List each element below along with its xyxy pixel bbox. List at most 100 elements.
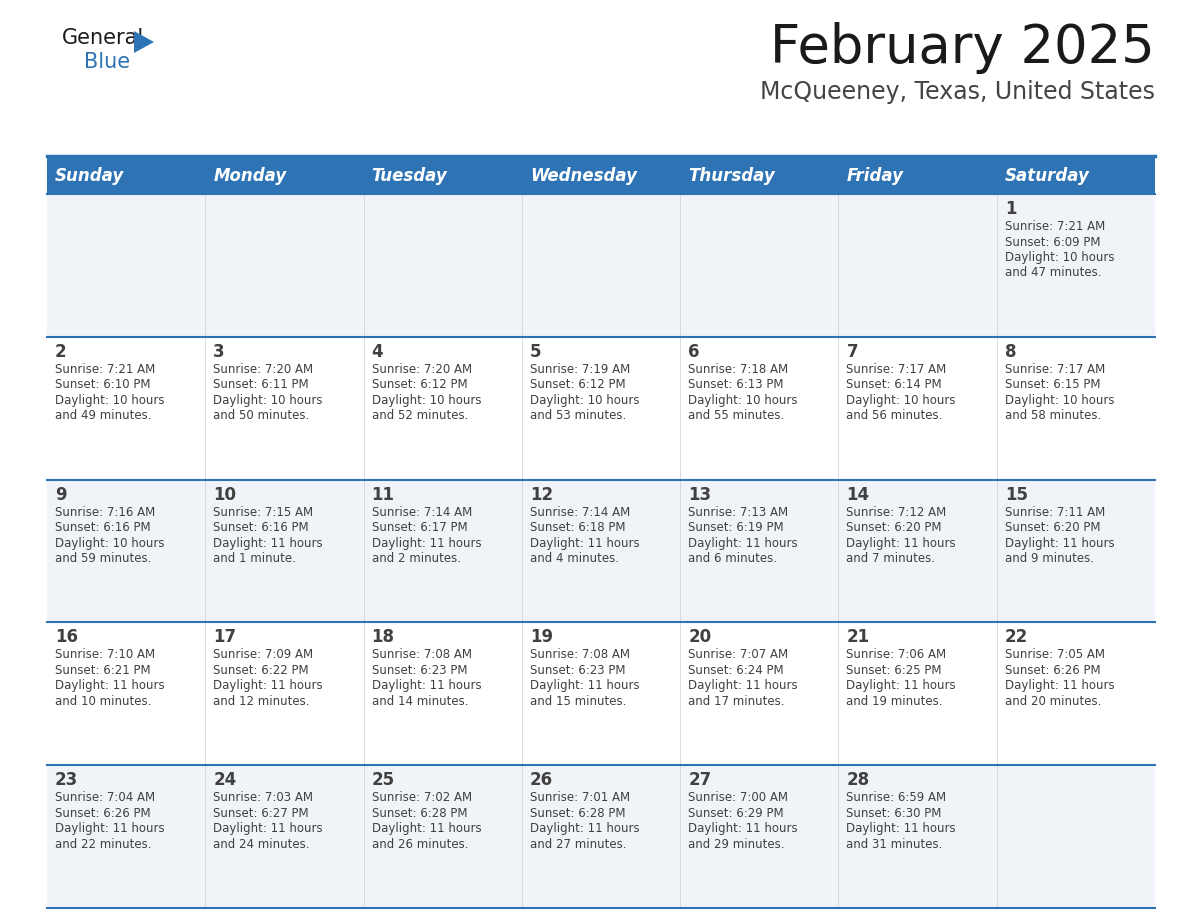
- Text: Wednesday: Wednesday: [530, 167, 637, 185]
- Text: Daylight: 10 hours: Daylight: 10 hours: [530, 394, 639, 407]
- Text: Daylight: 11 hours: Daylight: 11 hours: [688, 537, 798, 550]
- Text: Sunrise: 7:03 AM: Sunrise: 7:03 AM: [214, 791, 314, 804]
- Text: 25: 25: [372, 771, 394, 789]
- Text: Daylight: 10 hours: Daylight: 10 hours: [55, 537, 164, 550]
- Text: February 2025: February 2025: [770, 22, 1155, 74]
- Text: Sunrise: 7:04 AM: Sunrise: 7:04 AM: [55, 791, 156, 804]
- Text: Sunset: 6:21 PM: Sunset: 6:21 PM: [55, 664, 151, 677]
- Text: Sunday: Sunday: [55, 167, 125, 185]
- Text: Daylight: 10 hours: Daylight: 10 hours: [1005, 394, 1114, 407]
- Text: Sunset: 6:25 PM: Sunset: 6:25 PM: [846, 664, 942, 677]
- Text: Daylight: 11 hours: Daylight: 11 hours: [530, 537, 639, 550]
- Bar: [48, 337, 1155, 479]
- Text: 11: 11: [372, 486, 394, 504]
- Text: Sunset: 6:17 PM: Sunset: 6:17 PM: [372, 521, 467, 534]
- Text: Sunset: 6:19 PM: Sunset: 6:19 PM: [688, 521, 784, 534]
- Text: Sunset: 6:20 PM: Sunset: 6:20 PM: [1005, 521, 1100, 534]
- Text: and 59 minutes.: and 59 minutes.: [55, 552, 151, 565]
- Text: and 6 minutes.: and 6 minutes.: [688, 552, 777, 565]
- Text: Daylight: 11 hours: Daylight: 11 hours: [530, 823, 639, 835]
- Text: 23: 23: [55, 771, 78, 789]
- Text: and 14 minutes.: and 14 minutes.: [372, 695, 468, 708]
- Text: 26: 26: [530, 771, 552, 789]
- Text: 18: 18: [372, 629, 394, 646]
- Text: and 10 minutes.: and 10 minutes.: [55, 695, 151, 708]
- Text: and 50 minutes.: and 50 minutes.: [214, 409, 310, 422]
- Text: 22: 22: [1005, 629, 1028, 646]
- Text: Sunset: 6:18 PM: Sunset: 6:18 PM: [530, 521, 625, 534]
- Text: Sunset: 6:15 PM: Sunset: 6:15 PM: [1005, 378, 1100, 391]
- Text: Daylight: 11 hours: Daylight: 11 hours: [55, 823, 165, 835]
- Text: Sunset: 6:12 PM: Sunset: 6:12 PM: [530, 378, 626, 391]
- Text: 2: 2: [55, 342, 67, 361]
- Text: 3: 3: [214, 342, 225, 361]
- Text: and 58 minutes.: and 58 minutes.: [1005, 409, 1101, 422]
- Text: Daylight: 10 hours: Daylight: 10 hours: [688, 394, 797, 407]
- Text: and 49 minutes.: and 49 minutes.: [55, 409, 152, 422]
- Text: Sunset: 6:14 PM: Sunset: 6:14 PM: [846, 378, 942, 391]
- Text: and 55 minutes.: and 55 minutes.: [688, 409, 784, 422]
- Text: Saturday: Saturday: [1005, 167, 1089, 185]
- Text: and 7 minutes.: and 7 minutes.: [846, 552, 935, 565]
- Text: Sunset: 6:13 PM: Sunset: 6:13 PM: [688, 378, 784, 391]
- Text: 5: 5: [530, 342, 542, 361]
- Text: Daylight: 10 hours: Daylight: 10 hours: [1005, 251, 1114, 264]
- Text: Sunrise: 7:11 AM: Sunrise: 7:11 AM: [1005, 506, 1105, 519]
- Text: 19: 19: [530, 629, 552, 646]
- Text: Daylight: 11 hours: Daylight: 11 hours: [214, 679, 323, 692]
- Text: Sunset: 6:16 PM: Sunset: 6:16 PM: [55, 521, 151, 534]
- Text: Daylight: 11 hours: Daylight: 11 hours: [214, 537, 323, 550]
- Text: Daylight: 10 hours: Daylight: 10 hours: [846, 394, 956, 407]
- Text: 6: 6: [688, 342, 700, 361]
- Text: Daylight: 11 hours: Daylight: 11 hours: [214, 823, 323, 835]
- Text: and 22 minutes.: and 22 minutes.: [55, 838, 152, 851]
- Text: Sunrise: 7:18 AM: Sunrise: 7:18 AM: [688, 363, 789, 375]
- Text: Daylight: 11 hours: Daylight: 11 hours: [1005, 679, 1114, 692]
- Text: Daylight: 11 hours: Daylight: 11 hours: [530, 679, 639, 692]
- Text: and 31 minutes.: and 31 minutes.: [846, 838, 943, 851]
- Text: 8: 8: [1005, 342, 1016, 361]
- Text: and 1 minute.: and 1 minute.: [214, 552, 296, 565]
- Text: and 4 minutes.: and 4 minutes.: [530, 552, 619, 565]
- Text: and 20 minutes.: and 20 minutes.: [1005, 695, 1101, 708]
- Text: Sunset: 6:26 PM: Sunset: 6:26 PM: [1005, 664, 1100, 677]
- Text: Sunset: 6:28 PM: Sunset: 6:28 PM: [372, 807, 467, 820]
- Text: General: General: [62, 28, 144, 48]
- Text: Monday: Monday: [214, 167, 286, 185]
- Text: Blue: Blue: [84, 52, 131, 72]
- Text: 13: 13: [688, 486, 712, 504]
- Text: McQueeney, Texas, United States: McQueeney, Texas, United States: [760, 80, 1155, 104]
- Text: 28: 28: [846, 771, 870, 789]
- Text: Sunset: 6:11 PM: Sunset: 6:11 PM: [214, 378, 309, 391]
- Text: Sunrise: 7:21 AM: Sunrise: 7:21 AM: [55, 363, 156, 375]
- Polygon shape: [134, 31, 154, 53]
- Bar: [48, 158, 1155, 194]
- Text: Sunrise: 7:12 AM: Sunrise: 7:12 AM: [846, 506, 947, 519]
- Text: 7: 7: [846, 342, 858, 361]
- Text: Daylight: 11 hours: Daylight: 11 hours: [372, 537, 481, 550]
- Text: 21: 21: [846, 629, 870, 646]
- Text: Sunrise: 7:00 AM: Sunrise: 7:00 AM: [688, 791, 788, 804]
- Text: and 53 minutes.: and 53 minutes.: [530, 409, 626, 422]
- Text: Daylight: 11 hours: Daylight: 11 hours: [846, 679, 956, 692]
- Text: Sunset: 6:20 PM: Sunset: 6:20 PM: [846, 521, 942, 534]
- Text: Sunset: 6:10 PM: Sunset: 6:10 PM: [55, 378, 151, 391]
- Text: and 56 minutes.: and 56 minutes.: [846, 409, 943, 422]
- Text: and 52 minutes.: and 52 minutes.: [372, 409, 468, 422]
- Text: Sunrise: 7:07 AM: Sunrise: 7:07 AM: [688, 648, 789, 661]
- Bar: [48, 766, 1155, 908]
- Text: Sunrise: 7:17 AM: Sunrise: 7:17 AM: [1005, 363, 1105, 375]
- Text: Sunset: 6:30 PM: Sunset: 6:30 PM: [846, 807, 942, 820]
- Text: Sunrise: 7:19 AM: Sunrise: 7:19 AM: [530, 363, 630, 375]
- Text: Daylight: 11 hours: Daylight: 11 hours: [1005, 537, 1114, 550]
- Text: Sunrise: 7:21 AM: Sunrise: 7:21 AM: [1005, 220, 1105, 233]
- Text: Tuesday: Tuesday: [372, 167, 448, 185]
- Text: Sunset: 6:12 PM: Sunset: 6:12 PM: [372, 378, 467, 391]
- Text: Sunset: 6:28 PM: Sunset: 6:28 PM: [530, 807, 625, 820]
- Text: and 26 minutes.: and 26 minutes.: [372, 838, 468, 851]
- Text: Sunrise: 7:10 AM: Sunrise: 7:10 AM: [55, 648, 156, 661]
- Bar: [48, 479, 1155, 622]
- Text: Daylight: 11 hours: Daylight: 11 hours: [688, 679, 798, 692]
- Text: 15: 15: [1005, 486, 1028, 504]
- Text: Sunrise: 7:02 AM: Sunrise: 7:02 AM: [372, 791, 472, 804]
